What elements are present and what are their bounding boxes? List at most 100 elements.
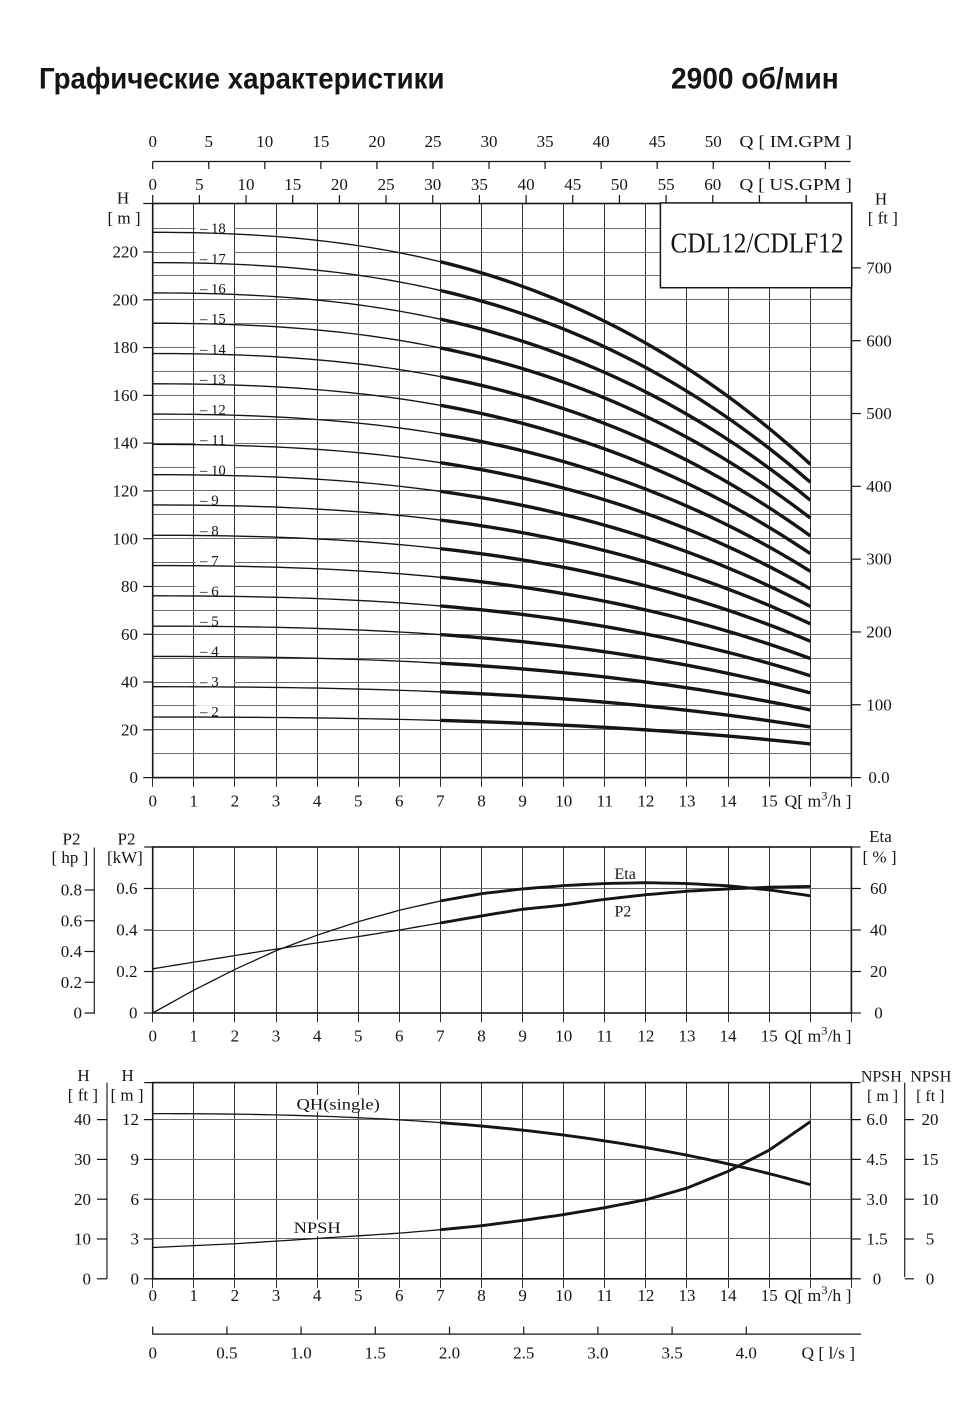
svg-text:60: 60 [121, 625, 138, 644]
svg-text:Q [ IM.GPM ]: Q [ IM.GPM ] [739, 132, 852, 151]
svg-text:12: 12 [122, 1110, 139, 1129]
svg-text:4.5: 4.5 [866, 1150, 887, 1169]
svg-text:– 2: – 2 [199, 705, 219, 721]
svg-text:2.0: 2.0 [439, 1344, 460, 1363]
svg-text:7: 7 [436, 1286, 445, 1305]
svg-text:10: 10 [238, 175, 255, 194]
svg-text:0: 0 [148, 1027, 157, 1046]
svg-text:3: 3 [131, 1230, 140, 1249]
svg-text:80: 80 [121, 577, 138, 596]
svg-text:5: 5 [354, 1027, 363, 1046]
svg-text:– 4: – 4 [199, 644, 219, 660]
svg-text:600: 600 [866, 331, 892, 350]
svg-text:10: 10 [256, 132, 273, 151]
svg-text:15: 15 [761, 1027, 778, 1046]
svg-text:Графические характеристики: Графические характеристики [39, 63, 445, 96]
svg-text:– 11: – 11 [199, 433, 226, 449]
svg-text:[ hp ]: [ hp ] [51, 848, 88, 867]
svg-text:– 14: – 14 [199, 342, 226, 358]
svg-text:[ % ]: [ % ] [863, 848, 897, 867]
svg-text:6.0: 6.0 [866, 1110, 887, 1129]
svg-text:8: 8 [477, 1027, 486, 1046]
svg-text:10: 10 [555, 792, 572, 811]
svg-text:180: 180 [113, 338, 139, 357]
svg-text:500: 500 [866, 404, 892, 423]
svg-text:30: 30 [481, 132, 498, 151]
svg-text:11: 11 [597, 1286, 613, 1305]
svg-text:P2: P2 [615, 903, 632, 920]
svg-text:H: H [77, 1066, 89, 1085]
svg-text:[ ft ]: [ ft ] [868, 209, 898, 228]
svg-text:3.0: 3.0 [866, 1190, 887, 1209]
svg-text:4: 4 [313, 1027, 322, 1046]
svg-text:4: 4 [313, 1286, 322, 1305]
svg-text:0: 0 [148, 175, 157, 194]
svg-text:0.4: 0.4 [116, 921, 138, 940]
svg-text:35: 35 [471, 175, 488, 194]
svg-text:11: 11 [597, 792, 613, 811]
svg-text:15: 15 [761, 792, 778, 811]
svg-text:55: 55 [658, 175, 675, 194]
svg-text:13: 13 [679, 1027, 696, 1046]
svg-text:5: 5 [354, 1286, 363, 1305]
svg-text:2: 2 [231, 1286, 240, 1305]
svg-text:1.5: 1.5 [365, 1344, 386, 1363]
svg-text:5: 5 [354, 792, 363, 811]
svg-text:100: 100 [113, 529, 139, 548]
svg-text:3.5: 3.5 [661, 1344, 682, 1363]
svg-text:H: H [117, 188, 129, 207]
svg-text:0: 0 [148, 1344, 157, 1363]
svg-text:0: 0 [926, 1269, 935, 1288]
svg-text:160: 160 [113, 386, 139, 405]
svg-text:0.4: 0.4 [61, 942, 83, 961]
svg-text:10: 10 [555, 1027, 572, 1046]
svg-text:CDL12/CDLF12: CDL12/CDLF12 [671, 228, 844, 260]
svg-text:100: 100 [866, 695, 892, 714]
svg-text:– 10: – 10 [199, 463, 226, 479]
svg-text:1: 1 [190, 792, 199, 811]
svg-text:30: 30 [74, 1150, 91, 1169]
svg-text:0: 0 [148, 132, 157, 151]
svg-text:20: 20 [368, 132, 385, 151]
svg-text:[kW]: [kW] [107, 848, 143, 867]
svg-text:15: 15 [922, 1150, 939, 1169]
svg-text:35: 35 [537, 132, 554, 151]
svg-text:– 16: – 16 [199, 282, 226, 298]
svg-text:P2: P2 [118, 829, 136, 848]
svg-text:200: 200 [113, 290, 139, 309]
svg-text:14: 14 [720, 792, 738, 811]
svg-text:12: 12 [637, 792, 654, 811]
svg-text:[ m ]: [ m ] [867, 1088, 898, 1105]
svg-text:– 7: – 7 [199, 554, 219, 570]
svg-text:10: 10 [555, 1286, 572, 1305]
svg-text:40: 40 [518, 175, 535, 194]
svg-text:6: 6 [395, 1027, 404, 1046]
svg-text:– 12: – 12 [199, 402, 226, 418]
svg-text:9: 9 [131, 1150, 140, 1169]
svg-text:400: 400 [866, 477, 892, 496]
svg-text:– 9: – 9 [199, 493, 219, 509]
svg-text:60: 60 [704, 175, 721, 194]
svg-text:200: 200 [866, 623, 892, 642]
svg-text:0: 0 [874, 1004, 883, 1023]
svg-text:0.0: 0.0 [868, 768, 889, 787]
svg-text:12: 12 [637, 1286, 654, 1305]
svg-text:60: 60 [870, 879, 887, 898]
svg-text:5: 5 [195, 175, 204, 194]
svg-text:40: 40 [870, 921, 887, 940]
svg-text:13: 13 [679, 1286, 696, 1305]
svg-text:0: 0 [131, 1269, 140, 1288]
svg-text:700: 700 [866, 259, 892, 278]
svg-text:0.5: 0.5 [216, 1344, 237, 1363]
svg-text:0: 0 [83, 1269, 92, 1288]
svg-text:10: 10 [74, 1230, 91, 1249]
svg-text:– 5: – 5 [199, 614, 219, 630]
svg-text:14: 14 [720, 1286, 738, 1305]
svg-text:5: 5 [926, 1230, 935, 1249]
svg-text:3: 3 [272, 792, 281, 811]
svg-text:Q[ m3/h ]: Q[ m3/h ] [785, 789, 852, 811]
svg-text:1: 1 [190, 1286, 199, 1305]
svg-text:0: 0 [130, 768, 139, 787]
svg-text:Q[ m3/h ]: Q[ m3/h ] [785, 1024, 852, 1046]
svg-text:0.6: 0.6 [116, 879, 137, 898]
